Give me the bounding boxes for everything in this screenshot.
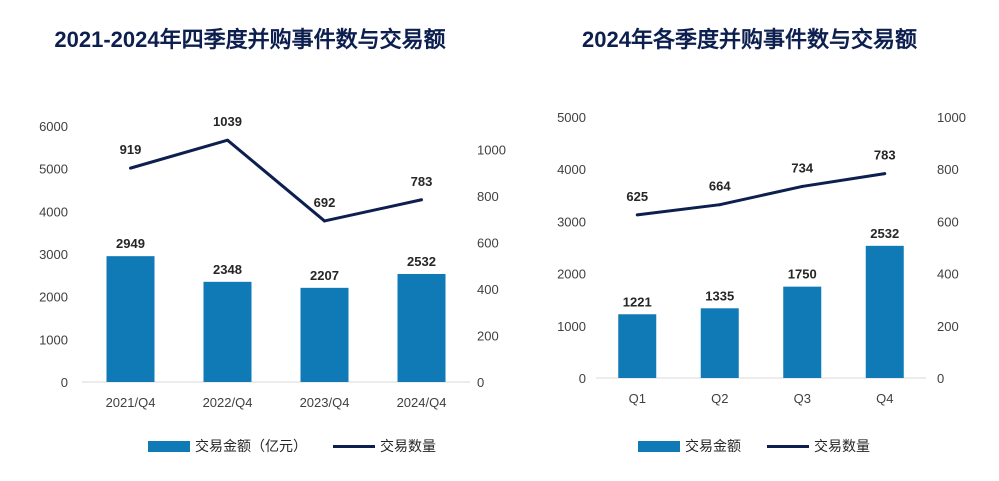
y-right-tick-label: 0 xyxy=(477,375,484,390)
bar xyxy=(618,314,657,378)
bar-data-label: 2348 xyxy=(213,262,242,277)
legend-label: 交易金额 xyxy=(685,438,741,454)
x-tick-label: Q1 xyxy=(629,391,646,406)
bar-data-label: 2532 xyxy=(407,254,436,269)
y-left-tick-label: 5000 xyxy=(39,162,68,177)
chart-left-plot: 0 1000 2000 3000 4000 5000 6000 0 200 400 600 800 10… xyxy=(39,114,506,410)
y-left-tick-label: 1000 xyxy=(557,319,586,334)
x-tick-label: Q2 xyxy=(711,391,728,406)
y-right-tick-label: 0 xyxy=(937,371,944,386)
y-right-tick-label: 400 xyxy=(937,267,959,282)
line-point xyxy=(129,166,132,170)
legend-swatch-bar xyxy=(148,440,190,452)
chart-right-panel: 2024年各季度并购事件数与交易额 0 1000 2000 3000 4000 5000 0… xyxy=(500,0,999,481)
x-tick-label: 2021/Q4 xyxy=(106,395,156,410)
bar-data-label: 1750 xyxy=(788,267,817,282)
chart-title: 2024年各季度并购事件数与交易额 xyxy=(582,27,917,52)
legend-swatch-line xyxy=(333,444,375,448)
y-left-tick-label: 5000 xyxy=(557,110,586,125)
line-data-label: 919 xyxy=(120,142,142,157)
bar xyxy=(397,273,446,382)
legend-label: 交易金额（亿元） xyxy=(195,438,307,454)
x-tick-label: Q3 xyxy=(794,391,811,406)
line-series xyxy=(637,172,885,217)
legend-label: 交易数量 xyxy=(814,438,870,454)
bar-data-label: 2949 xyxy=(116,236,145,251)
line-point xyxy=(635,213,639,217)
y-right-tick-label: 200 xyxy=(477,328,499,343)
legend-item-bar: 交易金额 xyxy=(638,436,741,456)
bar xyxy=(783,286,822,378)
line-point xyxy=(226,138,229,142)
chart-legend: 交易金额 交易数量 xyxy=(638,436,870,456)
line-point xyxy=(800,184,804,188)
line-data-label: 734 xyxy=(791,160,813,175)
bar xyxy=(300,287,349,382)
legend-label: 交易数量 xyxy=(380,438,436,454)
line-data-label: 625 xyxy=(626,189,648,204)
bar xyxy=(203,281,252,382)
bar xyxy=(865,245,904,378)
x-tick-label: 2024/Q4 xyxy=(397,395,447,410)
y-left-tick-label: 2000 xyxy=(39,290,68,305)
bar-data-label: 1221 xyxy=(623,294,652,309)
y-left-tick-label: 3000 xyxy=(39,247,68,262)
line-data-label: 783 xyxy=(874,148,896,163)
y-left-tick-label: 3000 xyxy=(557,214,586,229)
legend-item-line: 交易数量 xyxy=(333,436,436,456)
y-left-tick-label: 0 xyxy=(579,371,586,386)
y-left-tick-label: 2000 xyxy=(557,267,586,282)
bar xyxy=(700,308,739,378)
y-right-tick-label: 600 xyxy=(937,214,959,229)
x-tick-label: 2023/Q4 xyxy=(300,395,350,410)
y-left-tick-label: 1000 xyxy=(39,332,68,347)
y-right-tick-label: 200 xyxy=(937,319,959,334)
line-point xyxy=(883,172,887,176)
y-right-tick-label: 400 xyxy=(477,282,499,297)
y-left-tick-label: 4000 xyxy=(39,204,68,219)
y-left-tick-label: 6000 xyxy=(39,119,68,134)
line-data-label: 1039 xyxy=(213,114,242,129)
chart-legend: 交易金额（亿元） 交易数量 xyxy=(148,436,436,456)
y-right-tick-label: 1000 xyxy=(477,142,506,157)
y-left-tick-label: 4000 xyxy=(557,162,586,177)
y-right-tick-label: 1000 xyxy=(937,110,966,125)
legend-item-bar: 交易金额（亿元） xyxy=(148,436,307,456)
y-right-tick-label: 600 xyxy=(477,235,499,250)
y-right-tick-label: 800 xyxy=(477,189,499,204)
bar-data-label: 2532 xyxy=(870,226,899,241)
line-point xyxy=(420,198,423,202)
line-point xyxy=(323,219,326,223)
chart-right-plot: 0 1000 2000 3000 4000 5000 0 200 400 600 800 1000 12… xyxy=(557,110,966,406)
chart-title: 2021-2024年四季度并购事件数与交易额 xyxy=(54,27,446,52)
bar-data-label: 2207 xyxy=(310,268,339,283)
line-point xyxy=(718,203,722,207)
legend-swatch-bar xyxy=(638,440,680,452)
bar-data-label: 1335 xyxy=(705,288,734,303)
line-series xyxy=(130,138,422,223)
y-left-tick-label: 0 xyxy=(61,375,68,390)
bar xyxy=(106,256,155,382)
line-data-label: 783 xyxy=(411,174,433,189)
chart-left-panel: 2021-2024年四季度并购事件数与交易额 0 1000 2000 3000 4000… xyxy=(39,27,506,456)
line-data-label: 692 xyxy=(314,195,336,210)
line-data-label: 664 xyxy=(709,179,731,194)
x-tick-label: 2022/Q4 xyxy=(203,395,253,410)
y-right-tick-label: 800 xyxy=(937,162,959,177)
legend-item-line: 交易数量 xyxy=(767,436,870,456)
x-tick-label: Q4 xyxy=(876,391,893,406)
legend-swatch-line xyxy=(767,444,809,448)
